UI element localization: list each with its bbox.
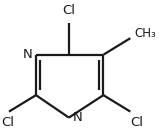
Text: CH₃: CH₃ — [135, 27, 157, 40]
Text: Cl: Cl — [1, 116, 14, 129]
Text: Cl: Cl — [62, 4, 75, 17]
Text: Cl: Cl — [130, 116, 143, 129]
Text: N: N — [73, 111, 82, 124]
Text: N: N — [22, 48, 32, 61]
